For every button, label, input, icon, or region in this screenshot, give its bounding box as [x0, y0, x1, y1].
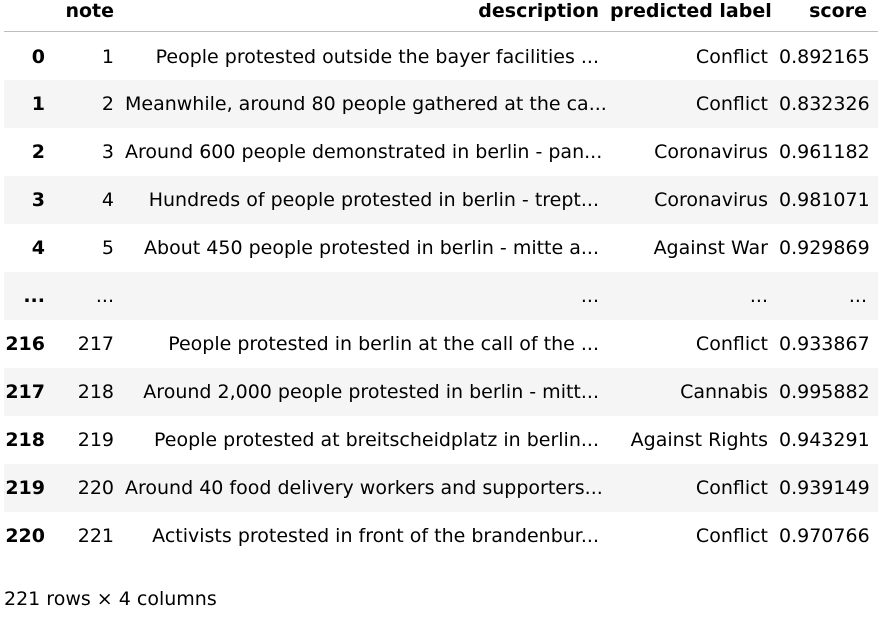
- row-index: 0: [31, 45, 45, 68]
- table-header: note description predicted label score: [4, 0, 878, 32]
- ellipsis-row: ... ... ... ... ...: [4, 271, 878, 320]
- row-index: 3: [31, 188, 45, 211]
- description-cell: People protested outside the bayer facil…: [155, 45, 599, 68]
- description-cell: Around 600 people demonstrated in berlin…: [125, 140, 603, 163]
- score-header: score: [779, 0, 878, 32]
- row-index: ...: [23, 284, 45, 307]
- description-cell: Around 2,000 people protested in berlin …: [143, 380, 599, 403]
- description-cell: About 450 people protested in berlin - m…: [144, 236, 599, 259]
- note-cell: 4: [101, 188, 114, 211]
- table-row: 4 5 About 450 people protested in berlin…: [4, 224, 878, 272]
- note-cell: 2: [101, 92, 114, 115]
- predicted-label-cell: Coronavirus: [654, 188, 768, 211]
- note-cell: 220: [77, 476, 114, 499]
- predicted-label-cell: Conflict: [695, 524, 768, 547]
- note-cell: 1: [101, 45, 114, 68]
- predicted-label-cell: ...: [749, 284, 768, 307]
- predicted-label-header: predicted label: [610, 0, 779, 32]
- note-cell: 221: [77, 524, 114, 547]
- row-index: 4: [31, 236, 45, 259]
- row-index: 1: [31, 92, 45, 115]
- table-row: 216 217 People protested in berlin at th…: [4, 320, 878, 368]
- predicted-label-cell: Coronavirus: [654, 140, 768, 163]
- table-row: 2 3 Around 600 people demonstrated in be…: [4, 128, 878, 176]
- note-cell: 5: [101, 236, 114, 259]
- note-cell: 218: [77, 380, 114, 403]
- table-row: 219 220 Around 40 food delivery workers …: [4, 463, 878, 512]
- description-cell: People protested at breitscheidplatz in …: [153, 428, 599, 451]
- predicted-label-cell: Conflict: [695, 332, 768, 355]
- row-index: 218: [5, 428, 45, 451]
- score-cell: 0.929869: [779, 236, 870, 259]
- description-cell: ...: [580, 284, 599, 307]
- score-cell: ...: [848, 284, 867, 307]
- predicted-label-cell: Conflict: [695, 92, 768, 115]
- predicted-label-cell: Conflict: [695, 45, 768, 68]
- index-header: [4, 0, 56, 32]
- predicted-label-cell: Against Rights: [630, 428, 768, 451]
- score-cell: 0.943291: [779, 428, 870, 451]
- note-cell: 217: [77, 332, 114, 355]
- table-row: 220 221 Activists protested in front of …: [4, 512, 878, 560]
- score-cell: 0.933867: [779, 332, 870, 355]
- description-header: description: [125, 0, 610, 32]
- score-cell: 0.961182: [779, 140, 870, 163]
- dataframe-table: note description predicted label score 0…: [4, 0, 878, 560]
- note-header: note: [56, 0, 125, 32]
- table-row: 0 1 People protested outside the bayer f…: [4, 32, 878, 80]
- score-cell: 0.892165: [779, 45, 870, 68]
- note-cell: 219: [77, 428, 114, 451]
- row-index: 220: [5, 524, 45, 547]
- note-cell: 3: [101, 140, 114, 163]
- row-index: 2: [31, 140, 45, 163]
- description-cell: Around 40 food delivery workers and supp…: [125, 476, 603, 499]
- table-row: 218 219 People protested at breitscheidp…: [4, 416, 878, 464]
- score-cell: 0.832326: [779, 92, 870, 115]
- score-cell: 0.981071: [779, 188, 870, 211]
- predicted-label-cell: Cannabis: [680, 380, 768, 403]
- row-index: 216: [5, 332, 45, 355]
- description-cell: People protested in berlin at the call o…: [168, 332, 599, 355]
- predicted-label-cell: Against War: [653, 236, 768, 259]
- note-cell: ...: [95, 284, 114, 307]
- header-row: note description predicted label score: [4, 0, 878, 32]
- row-index: 217: [5, 380, 45, 403]
- table-row: 217 218 Around 2,000 people protested in…: [4, 367, 878, 416]
- description-cell: Activists protested in front of the bran…: [152, 524, 599, 547]
- table-row: 3 4 Hundreds of people protested in berl…: [4, 175, 878, 224]
- table-body: 0 1 People protested outside the bayer f…: [4, 32, 878, 560]
- score-cell: 0.939149: [779, 476, 870, 499]
- description-cell: Hundreds of people protested in berlin -…: [148, 188, 599, 211]
- score-cell: 0.995882: [779, 380, 870, 403]
- table-row: 1 2 Meanwhile, around 80 people gathered…: [4, 79, 878, 128]
- dataframe-shape-caption: 221 rows × 4 columns: [4, 588, 217, 610]
- description-cell: Meanwhile, around 80 people gathered at …: [125, 92, 607, 115]
- row-index: 219: [5, 476, 45, 499]
- predicted-label-cell: Conflict: [695, 476, 768, 499]
- score-cell: 0.970766: [779, 524, 870, 547]
